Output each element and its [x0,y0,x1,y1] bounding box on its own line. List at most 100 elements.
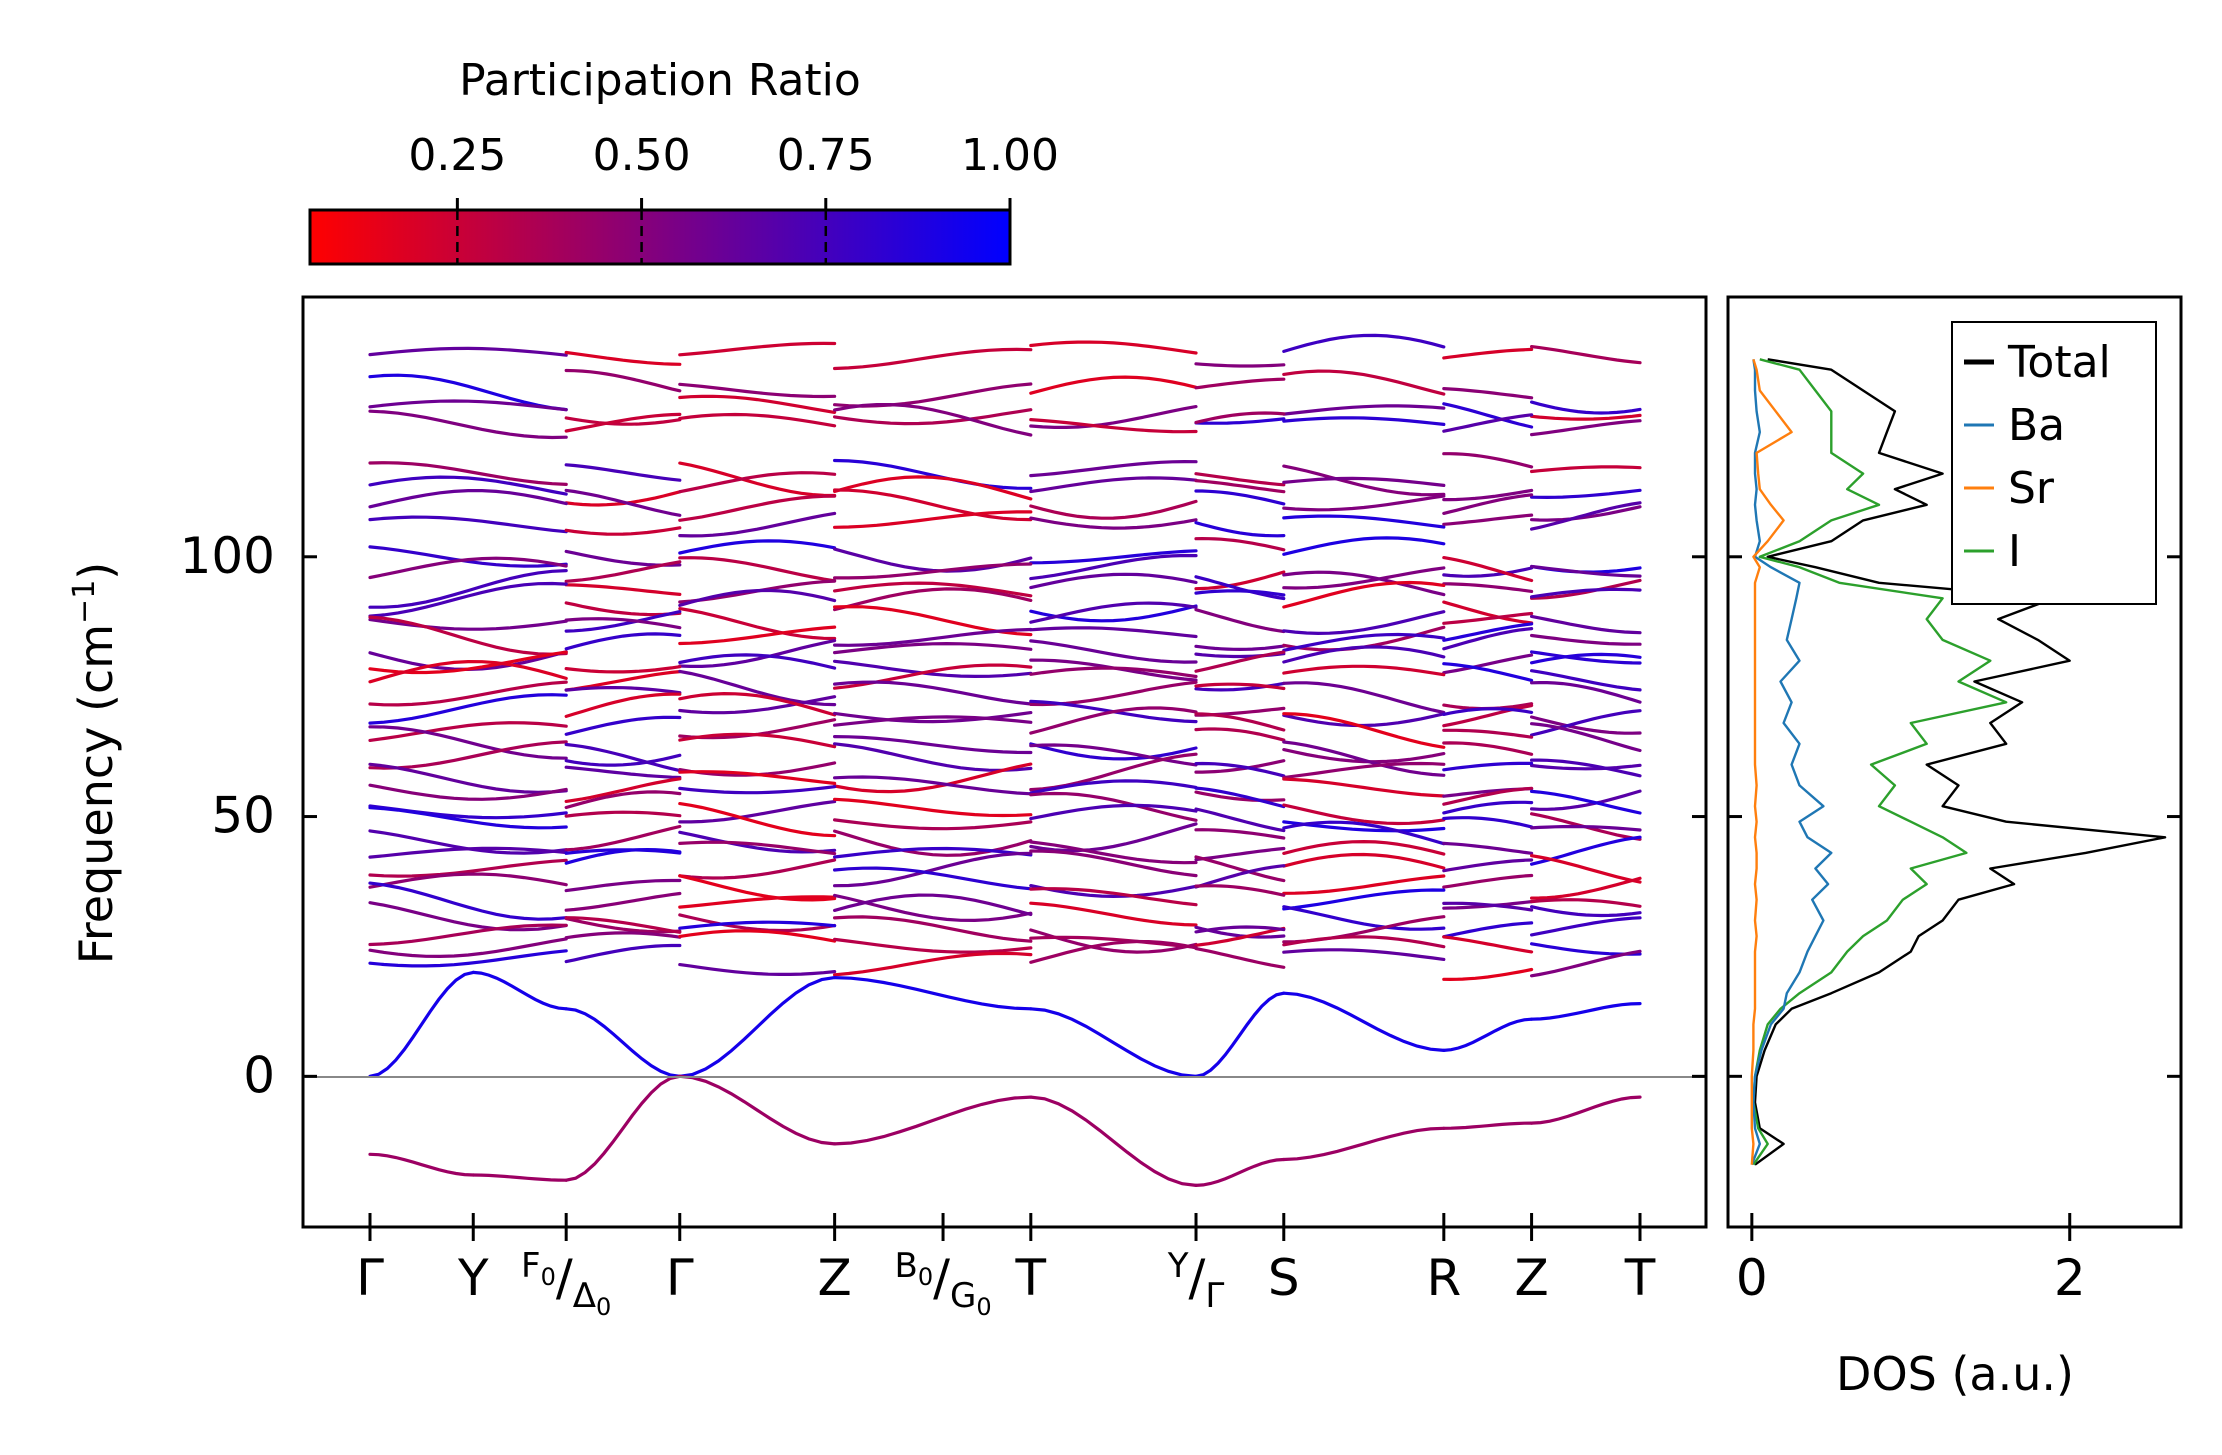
band-line [1529,789,1642,811]
band-line [1282,991,1446,1053]
band-line [1194,472,1286,487]
band-line [368,515,568,534]
band-line [678,625,837,646]
band-line [1442,653,1534,675]
band-line [368,475,568,496]
band-line [1029,601,1198,624]
band-line [1194,846,1286,862]
band-line [564,609,682,633]
band-line [832,734,1033,755]
colorbar-tick-label: 0.25 [408,130,506,181]
band-line [1529,949,1642,978]
band-line [1194,925,1286,934]
band-line [832,408,1033,426]
band-line [368,970,475,1078]
band-line [1442,387,1534,400]
band-line [1442,816,1534,829]
band-line [1029,803,1198,821]
band-line [1029,459,1198,478]
band-line [1194,536,1286,552]
band-line [678,588,837,608]
band-line [564,715,682,736]
band-line [1029,405,1198,429]
band-line [1442,493,1534,516]
legend-items: Total Ba Sr I [1964,337,2111,577]
band-line [564,878,682,893]
band-line [832,547,1033,573]
band-line [564,368,682,393]
band-line [564,931,682,940]
band-line [678,840,837,856]
band-line [564,742,682,773]
band-line [1529,758,1642,778]
band-line [1282,333,1446,353]
band-line [1442,622,1534,642]
band-line [1029,1095,1198,1188]
colorbar-ticks: 0.25 0.50 0.75 1.00 [408,130,1059,264]
band-line [1282,1126,1446,1162]
band-line [471,1173,568,1182]
band-line [1529,413,1642,421]
k-tick-label: S [1268,1249,1300,1307]
band-line [1029,375,1198,395]
band-line [564,549,682,567]
k-tick-label: F0/Δ0 [521,1246,611,1321]
band-line [564,1074,682,1182]
band-line [1194,644,1286,652]
band-line [832,846,1033,859]
band-line [564,692,682,719]
band-line [832,915,1033,943]
band-line [564,526,682,536]
band-line [1029,742,1198,761]
band-line [564,777,682,804]
band-line [832,975,1033,1011]
band-line [1029,887,1198,907]
band-line [678,638,837,669]
band-line [1282,566,1446,590]
band-line [1029,901,1198,927]
band-line [1442,1017,1534,1053]
band-line [1442,967,1534,982]
band-line [368,461,568,486]
band-line [368,949,568,968]
band-line [678,874,837,902]
band-line [368,568,568,609]
band-line [678,799,837,824]
band-line [368,721,568,743]
band-line [564,617,682,630]
band-line [1529,789,1642,815]
band-line [1442,1121,1534,1130]
band-line [368,489,568,509]
band-line [678,653,837,670]
band-line [1029,418,1198,434]
band-line [832,742,1033,772]
band-line [368,409,568,440]
band-line [1282,874,1446,895]
band-line [1529,916,1642,937]
colorbar: Participation Ratio 0.25 0.50 0.75 1.00 [308,55,1059,266]
band-line [1529,652,1642,665]
band-line [1442,786,1534,806]
band-line [1282,905,1446,931]
band-line [368,373,568,412]
dos-frame [1726,295,2183,1229]
band-line [368,556,568,580]
band-x-ticks: Γ Y F0/Δ0 Γ Z B0/G0 T Y/Γ S R Z T [356,1213,1656,1321]
band-line [1029,883,1198,899]
legend-label: I [2008,526,2021,577]
band-line [1442,841,1534,855]
dos-x-tick-label: 2 [2054,1249,2086,1307]
band-line [471,970,568,1011]
colorbar-tick-label: 0.75 [777,130,875,181]
band-line [678,412,837,428]
colorbar-gradient [308,208,1012,266]
band-line [368,346,568,357]
band-line [1282,610,1446,636]
y-tick-label: 50 [211,787,275,845]
band-line [1194,417,1286,425]
band-line [368,399,568,412]
band-line [678,606,837,641]
band-line [564,412,682,433]
band-line [832,797,1033,818]
